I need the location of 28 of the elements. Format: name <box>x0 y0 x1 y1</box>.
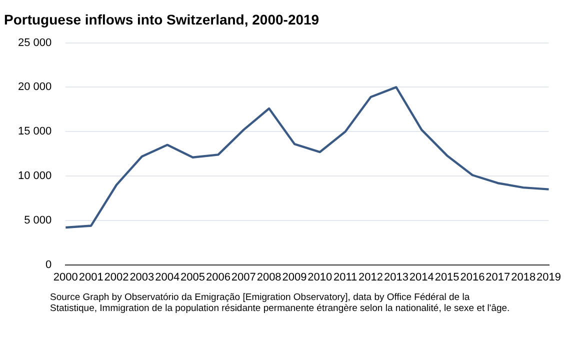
x-tick-label: 2016 <box>460 271 485 284</box>
x-tick-label: 2013 <box>384 271 408 284</box>
x-tick-label: 2012 <box>358 271 384 284</box>
x-tick-label: 2010 <box>308 271 332 284</box>
x-tick-label: 2005 <box>180 271 206 284</box>
x-tick-label: 2003 <box>130 271 154 284</box>
x-tick-label: 2019 <box>536 271 562 284</box>
y-tick-label: 5 000 <box>24 214 52 226</box>
y-tick-label: 20 000 <box>18 81 52 94</box>
y-tick-label: 25 000 <box>18 36 52 49</box>
x-tick-label: 2008 <box>256 271 282 284</box>
y-tick-label: 10 000 <box>18 170 52 182</box>
x-tick-label: 2017 <box>486 271 510 284</box>
x-tick-label: 2004 <box>155 271 180 284</box>
x-tick-label: 2000 <box>53 271 78 284</box>
x-tick-label: 2006 <box>206 271 230 284</box>
source-note: Source Graph by Observatório da Emigração [Emigration Observatory], data by Office Fédéral de la Statistique, Immigration de la population résidante permanente étrangère selon la nationalité, le sexe et l'âge. <box>50 292 511 314</box>
x-tick-label: 2014 <box>409 271 434 284</box>
x-tick-label: 2011 <box>334 271 358 284</box>
x-tick-label: 2001 <box>78 271 104 284</box>
chart-title: Portuguese inflows into Switzerland, 2000-2019 <box>4 11 320 28</box>
x-tick-label: 2002 <box>104 271 129 284</box>
y-tick-label: 15 000 <box>18 126 52 138</box>
y-tick-label: 0 <box>46 258 52 271</box>
x-tick-label: 2018 <box>511 271 536 284</box>
x-tick-label: 2015 <box>434 271 460 284</box>
x-tick-label: 2009 <box>282 271 307 284</box>
x-tick-label: 2007 <box>231 271 256 284</box>
